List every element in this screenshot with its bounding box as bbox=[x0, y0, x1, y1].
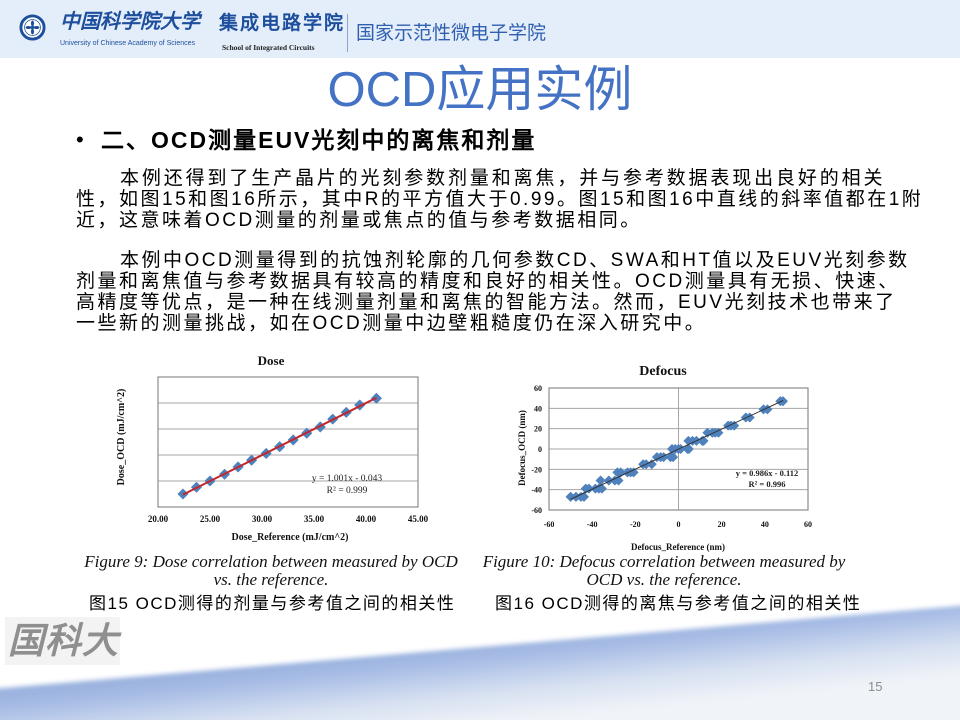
page-number: 15 bbox=[868, 679, 883, 694]
y-tick-label: 0 bbox=[538, 445, 542, 454]
watermark-logo bbox=[5, 617, 120, 665]
x-tick-label: 20.00 bbox=[148, 514, 169, 524]
figure-15-caption-cn: 图15 OCD测得的剂量与参考值之间的相关性 bbox=[89, 594, 456, 613]
figure-16-caption-cn: 图16 OCD测得的离焦与参考值之间的相关性 bbox=[495, 594, 862, 613]
r-squared-label: R² = 0.999 bbox=[327, 486, 368, 496]
trendline bbox=[182, 396, 377, 496]
r-squared-label: R² = 0.996 bbox=[749, 479, 786, 489]
y-tick-label: -40 bbox=[531, 486, 542, 495]
y-tick-label: -20 bbox=[531, 465, 542, 474]
paragraph-line: 本例还得到了生产晶片的光刻参数剂量和离焦，并与参考数据表现出良好的相关 bbox=[120, 168, 885, 189]
university-name-en: University of Chinese Academy of Science… bbox=[60, 40, 196, 47]
plot-area-border bbox=[548, 387, 809, 511]
footer-swoosh bbox=[0, 605, 960, 720]
school-name-cn: 集成电路学院 bbox=[219, 12, 346, 34]
y-tick-label: 40 bbox=[534, 404, 542, 413]
x-axis-label: Defocus_Reference (nm) bbox=[631, 542, 725, 552]
university-name-cn: 中国科学院大学 bbox=[60, 9, 200, 33]
slide-title: OCD应用实例 bbox=[327, 63, 633, 117]
x-tick-label: 45.00 bbox=[408, 514, 429, 524]
chart-title: Dose bbox=[258, 353, 285, 368]
figure-9-caption-line-2: vs. the reference. bbox=[213, 570, 329, 589]
x-tick-label: -60 bbox=[544, 520, 555, 529]
school-name-en: School of Integrated Circuits bbox=[222, 43, 315, 52]
data-point-marker bbox=[778, 396, 788, 407]
x-tick-label: 40 bbox=[761, 520, 769, 529]
trendline-equation: y = 0.986x - 0.112 bbox=[736, 468, 798, 478]
y-tick-label: 60 bbox=[534, 384, 542, 393]
x-tick-label: -20 bbox=[630, 520, 641, 529]
paragraph-line: 高精度等优点，是一种在线测量剂量和离焦的智能方法。然而，EUV光刻技术也带来了 bbox=[76, 292, 897, 313]
paragraph-2: 本例中OCD测量得到的抗蚀剂轮廓的几何参数CD、SWA和HT值以及EUV光刻参数… bbox=[76, 250, 910, 334]
program-name: 国家示范性微电子学院 bbox=[356, 23, 547, 44]
x-tick-label: 35.00 bbox=[304, 514, 325, 524]
paragraph-line: 近，这意味着OCD测量的剂量或焦点的值与参考数据相同。 bbox=[76, 210, 642, 231]
defocus-chart: -60 -40 -20 0 20 40 60 -60 -40 -20 0 20 40 60 Defocus… bbox=[517, 364, 812, 552]
trendline bbox=[570, 400, 784, 500]
header-divider bbox=[347, 14, 348, 52]
data-point-marker bbox=[683, 444, 694, 454]
paragraph-line: 性，如图15和图16所示，其中R的平方值大于0.99。图15和图16中直线的斜率… bbox=[76, 189, 924, 210]
paragraph-line: 剂量和离焦值与参考数据具有较高的精度和良好的相关性。OCD测量具有无损、快速、 bbox=[76, 271, 900, 292]
x-tick-label: 20 bbox=[718, 520, 726, 529]
x-tick-label: 40.00 bbox=[356, 514, 377, 524]
watermark-text: 国科大 bbox=[8, 620, 120, 662]
paragraph-line: 本例中OCD测量得到的抗蚀剂轮廓的几何参数CD、SWA和HT值以及EUV光刻参数 bbox=[120, 250, 910, 271]
paragraph-line: 一些新的测量挑战，如在OCD测量中边壁粗糙度仍在深入研究中。 bbox=[76, 313, 707, 334]
dose-chart: 20.00 25.00 30.00 35.00 40.00 45.00 Dose Dose… bbox=[116, 353, 429, 543]
data-point-marker bbox=[668, 452, 679, 463]
header-band bbox=[0, 0, 960, 58]
data-point-marker bbox=[596, 483, 607, 494]
y-tick-label: -60 bbox=[531, 506, 542, 515]
x-tick-label: 60 bbox=[804, 520, 812, 529]
bullet-icon: • bbox=[76, 127, 84, 152]
figure-10-caption-line-1: Figure 10: Defocus correlation between m… bbox=[482, 552, 846, 571]
y-axis-label: Defocus_OCD (nm) bbox=[517, 410, 527, 486]
x-tick-label: 0 bbox=[677, 520, 681, 529]
x-axis-label: Dose_Reference (mJ/cm^2) bbox=[232, 532, 349, 543]
trendline-equation: y = 1.001x - 0.043 bbox=[312, 474, 383, 484]
data-point-marker bbox=[713, 427, 724, 438]
chart-title: Defocus bbox=[639, 364, 687, 379]
plot-area-border bbox=[157, 376, 419, 508]
y-axis-label: Dose_OCD (mJ/cm^2) bbox=[116, 389, 127, 486]
x-tick-label: -40 bbox=[587, 520, 598, 529]
paragraph-1: 本例还得到了生产晶片的光刻参数剂量和离焦，并与参考数据表现出良好的相关 性，如图… bbox=[76, 168, 924, 231]
figure-10-caption-line-2: OCD vs. the reference. bbox=[586, 570, 742, 589]
x-tick-label: 30.00 bbox=[252, 514, 273, 524]
bullet-heading: 二、OCD测量EUV光刻中的离焦和剂量 bbox=[101, 127, 537, 153]
y-tick-label: 20 bbox=[534, 425, 542, 434]
x-tick-label: 25.00 bbox=[200, 514, 221, 524]
figure-9-caption-line-1: Figure 9: Dose correlation between measu… bbox=[84, 552, 458, 571]
ucas-emblem-icon bbox=[19, 14, 46, 41]
